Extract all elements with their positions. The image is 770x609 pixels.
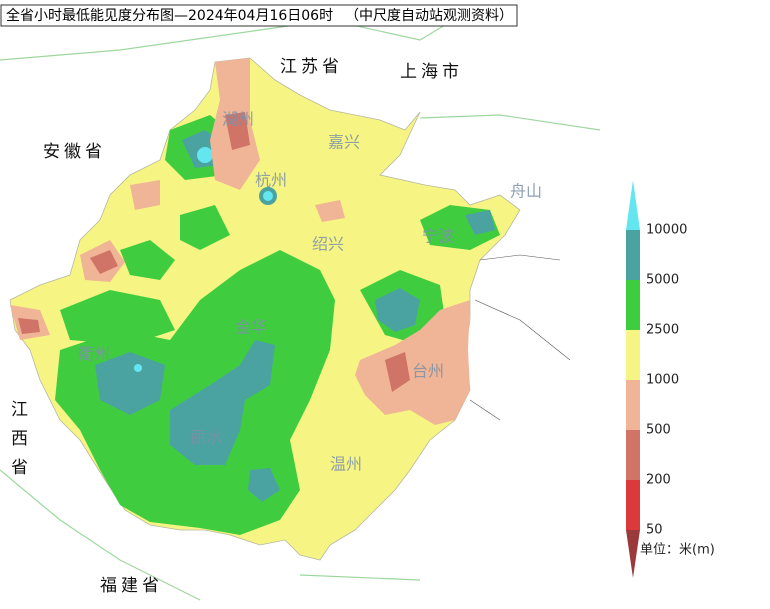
legend-swatch: [626, 530, 640, 578]
city-label: 杭州: [255, 171, 287, 190]
city-label: 嘉兴: [328, 133, 360, 152]
legend-label: 2500: [646, 323, 679, 338]
legend-label: 500: [646, 423, 671, 438]
city-label: 丽水: [190, 428, 222, 447]
city-label: 温州: [330, 455, 362, 474]
city-label: 绍兴: [312, 235, 344, 254]
city-label: 台州: [412, 362, 444, 381]
province-label: 江西省: [7, 400, 28, 487]
legend-label: 200: [646, 473, 671, 488]
legend-swatch: [626, 480, 640, 530]
province-label: 安徽省: [43, 142, 106, 162]
province-label: 上海市: [400, 62, 463, 82]
legend-label: 5000: [646, 273, 679, 288]
city-label: 衢州: [78, 345, 110, 364]
legend-swatch: [626, 430, 640, 480]
legend: 10000 5000 2500 1000 500 200 50: [626, 180, 687, 578]
province-label: 江苏省: [280, 57, 343, 77]
legend-swatch: [626, 280, 640, 330]
legend-swatch: [626, 380, 640, 430]
title: 全省小时最低能见度分布图—2024年04月16日06时: [6, 7, 333, 24]
legend-label: 50: [646, 523, 663, 538]
city-label: 金华: [235, 318, 267, 337]
legend-label: 10000: [646, 223, 687, 238]
legend-swatch: [626, 180, 640, 230]
base-map: [0, 9, 601, 601]
source-note: （中尺度自动站观测资料）: [345, 8, 513, 24]
city-label: 湖州: [222, 110, 254, 129]
title-box: [0, 4, 518, 27]
province-label: 福建省: [100, 576, 163, 596]
legend-unit: 单位：米(m): [640, 543, 715, 558]
legend-label: 1000: [646, 373, 679, 388]
legend-swatch: [626, 330, 640, 380]
city-label: 宁波: [422, 227, 454, 246]
city-label: 舟山: [510, 182, 542, 201]
legend-swatch: [626, 230, 640, 280]
